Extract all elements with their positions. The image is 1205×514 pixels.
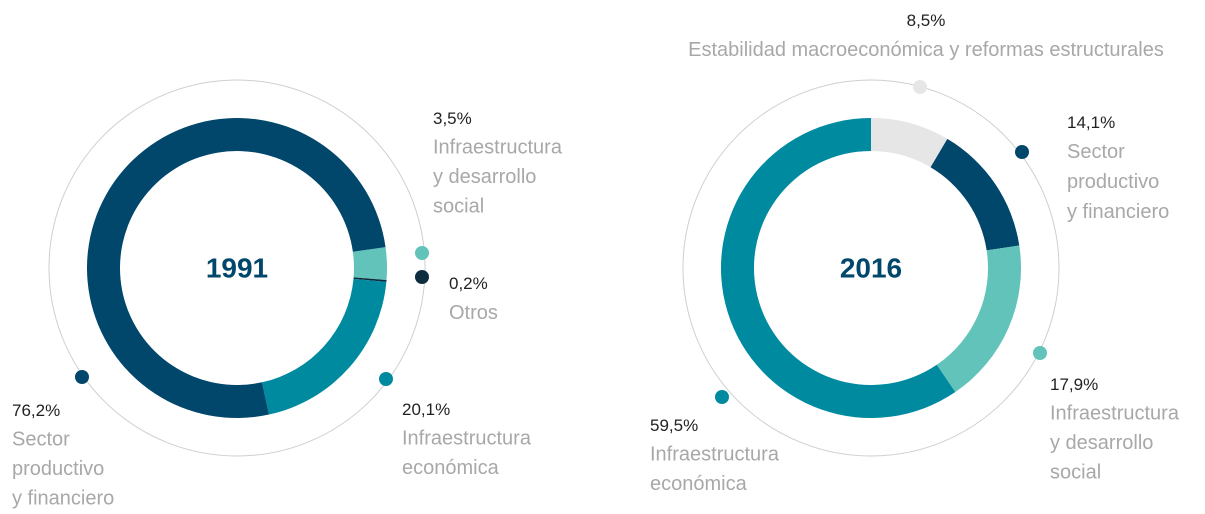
- outer-ring: [682, 79, 1060, 457]
- category-label: Sector: [12, 429, 70, 451]
- value-label: 8,5%: [907, 11, 946, 30]
- legend-dot: [415, 246, 429, 260]
- legend-dot: [415, 270, 429, 284]
- category-label: y financiero: [12, 488, 114, 510]
- donut-segment: [352, 247, 387, 281]
- donut-segment: [261, 278, 387, 415]
- category-label: Infraestructura: [1050, 403, 1180, 425]
- legend-dot: [1015, 145, 1029, 159]
- category-label: y desarrollo: [433, 166, 536, 188]
- donut-segment: [871, 118, 948, 168]
- legend-dot: [379, 372, 393, 386]
- value-label: 20,1%: [402, 400, 450, 419]
- value-label: 59,5%: [650, 416, 698, 435]
- value-label: 0,2%: [449, 274, 488, 293]
- donut-segment: [936, 245, 1021, 393]
- category-label: y desarrollo: [1050, 432, 1153, 454]
- category-label: Sector: [1067, 141, 1125, 163]
- legend-dot: [715, 390, 729, 404]
- category-label: Estabilidad macroeconómica y reformas es…: [688, 39, 1164, 61]
- donut-segment: [353, 277, 387, 282]
- category-label: social: [433, 196, 484, 218]
- category-label: Infraestructura: [433, 137, 563, 159]
- chart-title: 1991: [206, 252, 268, 283]
- legend-dot: [1033, 346, 1047, 360]
- legend-dot: [913, 80, 927, 94]
- category-label: productivo: [12, 458, 104, 480]
- category-label: económica: [650, 473, 748, 495]
- donut-segment: [930, 138, 1020, 251]
- category-label: social: [1050, 462, 1101, 484]
- category-label: y financiero: [1067, 201, 1169, 223]
- value-label: 3,5%: [433, 109, 472, 128]
- value-label: 76,2%: [12, 401, 60, 420]
- category-label: productivo: [1067, 171, 1159, 193]
- outer-ring: [48, 79, 426, 457]
- category-label: económica: [402, 457, 500, 479]
- value-label: 17,9%: [1050, 375, 1098, 394]
- donut-segment: [720, 118, 956, 418]
- chart-title: 2016: [840, 252, 902, 283]
- legend-dot: [75, 370, 89, 384]
- category-label: Infraestructura: [650, 444, 780, 466]
- value-label: 14,1%: [1067, 113, 1115, 132]
- category-label: Otros: [449, 302, 498, 324]
- category-label: Infraestructura: [402, 428, 532, 450]
